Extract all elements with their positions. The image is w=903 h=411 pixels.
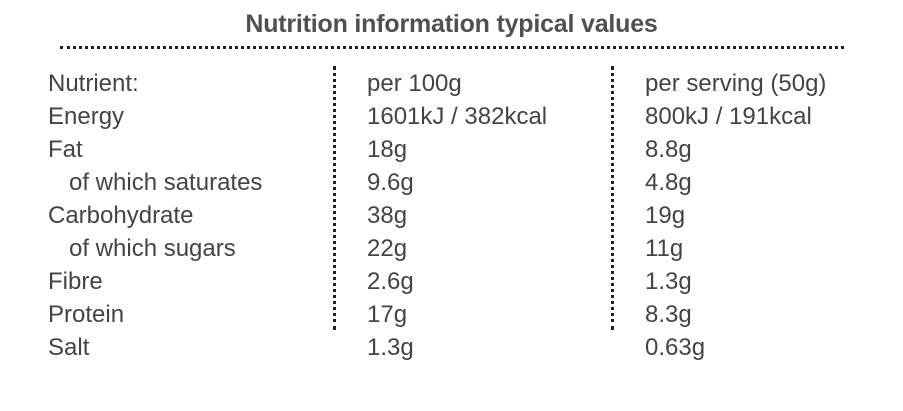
table-row: Fibre 2.6g 1.3g xyxy=(0,265,903,298)
per-serving-value: 800kJ / 191kcal xyxy=(645,103,812,130)
nutrient-name: of which saturates xyxy=(69,169,263,196)
table-row: Fat 18g 8.8g xyxy=(0,133,903,166)
nutrient-name: Fat xyxy=(48,136,83,163)
per-serving-value: 4.8g xyxy=(645,169,692,196)
per-serving-value: 0.63g xyxy=(645,334,706,361)
per-100g-value: 1601kJ / 382kcal xyxy=(367,103,548,130)
nutrient-name: Fibre xyxy=(48,268,103,295)
nutrient-name: Salt xyxy=(48,334,90,361)
header-per-100g: per 100g xyxy=(367,70,462,97)
per-serving-value: 1.3g xyxy=(645,268,692,295)
table-row: Energy 1601kJ / 382kcal 800kJ / 191kcal xyxy=(0,100,903,133)
per-100g-value: 2.6g xyxy=(367,268,414,295)
per-100g-value: 22g xyxy=(367,235,408,262)
nutrient-name: Carbohydrate xyxy=(48,202,194,229)
per-serving-value: 8.3g xyxy=(645,301,692,328)
table-row: Carbohydrate 38g 19g xyxy=(0,199,903,232)
per-serving-value: 11g xyxy=(645,235,684,262)
table-row: Salt 1.3g 0.63g xyxy=(0,331,903,364)
per-100g-value: 17g xyxy=(367,301,408,328)
column-divider-2 xyxy=(611,66,614,330)
table-row: of which saturates 9.6g 4.8g xyxy=(0,166,903,199)
per-100g-value: 9.6g xyxy=(367,169,414,196)
header-nutrient: Nutrient: xyxy=(48,70,139,97)
per-100g-value: 38g xyxy=(367,202,408,229)
column-divider-1 xyxy=(333,66,336,330)
nutrient-name: of which sugars xyxy=(69,235,236,262)
per-serving-value: 19g xyxy=(645,202,686,229)
header-row: Nutrient: per 100g per serving (50g) xyxy=(0,67,903,100)
nutrient-name: Energy xyxy=(48,103,125,130)
table-row: Protein 17g 8.3g xyxy=(0,298,903,331)
per-100g-value: 1.3g xyxy=(367,334,414,361)
nutrient-name: Protein xyxy=(48,301,125,328)
per-serving-value: 8.8g xyxy=(645,136,692,163)
title-divider xyxy=(60,46,844,49)
per-100g-value: 18g xyxy=(367,136,408,163)
header-per-serving: per serving (50g) xyxy=(645,70,827,97)
table-row: of which sugars 22g 11g xyxy=(0,232,903,265)
table-title: Nutrition information typical values xyxy=(245,10,658,38)
